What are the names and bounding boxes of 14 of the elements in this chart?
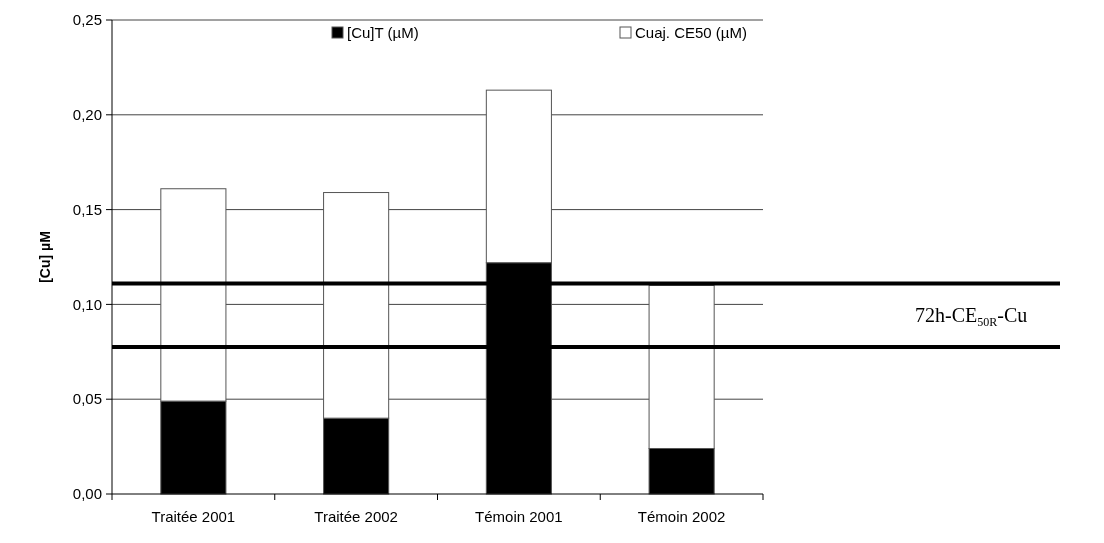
x-tick-label: Témoin 2001	[475, 508, 563, 525]
y-axis-title: [Cu] µM	[37, 231, 53, 283]
legend-label: Cuaj. CE50 (µM)	[635, 24, 748, 41]
y-tick-label: 0,25	[72, 11, 102, 29]
y-tick-label: 0,20	[72, 106, 102, 124]
text: 72h-CE$_{50R}$-Cu	[915, 304, 1028, 329]
x-tick-label: Témoin 2002	[637, 508, 726, 525]
y-tick-label: 0,10	[72, 295, 102, 313]
legend-label: [Cu]T (µM)	[347, 24, 419, 41]
y-tick-label: 0,00	[72, 485, 102, 503]
x-tick-label: Traitée 2001	[151, 508, 236, 525]
x-tick-label: Traitée 2002	[314, 508, 398, 525]
y-tick-label: 0,15	[72, 200, 102, 218]
y-tick-label: 0,05	[72, 390, 102, 408]
